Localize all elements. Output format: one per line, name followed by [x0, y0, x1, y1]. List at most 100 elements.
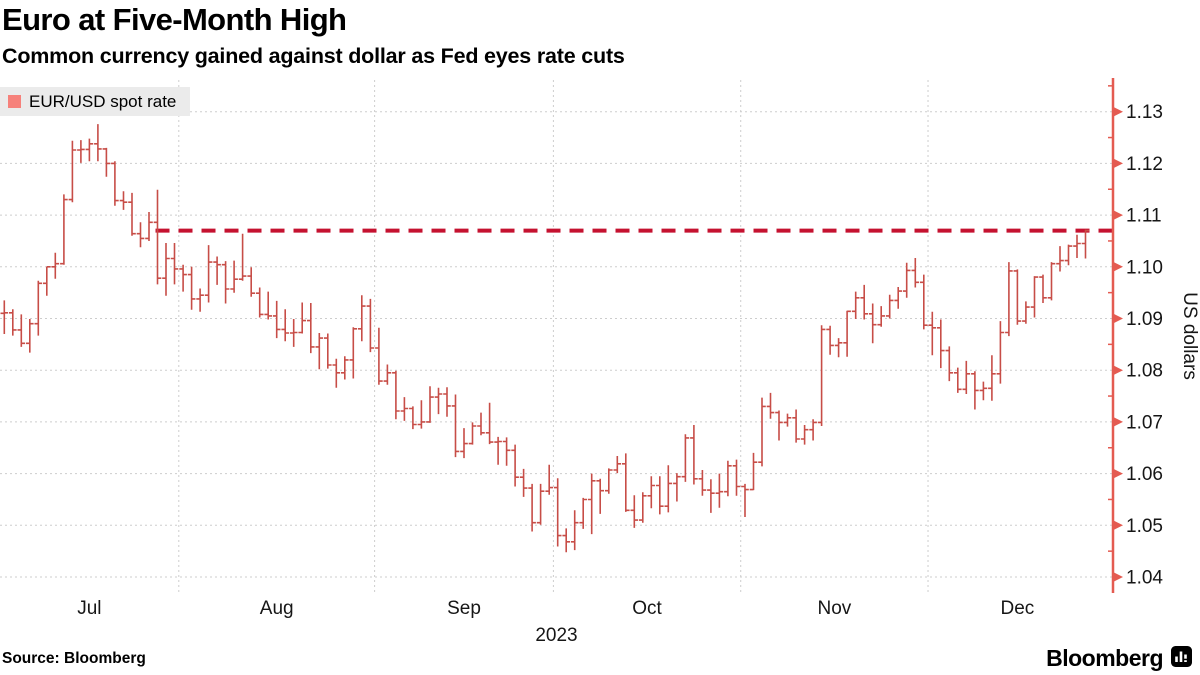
- x-tick-label-dec: Dec: [1001, 598, 1035, 619]
- bloomberg-wordmark: Bloomberg: [1046, 645, 1163, 671]
- major-tick-arrow: [1114, 469, 1123, 479]
- x-tick-label-sep: Sep: [447, 598, 481, 619]
- ohlc-bar: [1073, 234, 1081, 258]
- x-tick-label-aug: Aug: [260, 598, 294, 619]
- ohlc-bar: [213, 256, 221, 285]
- ohlc-bar: [281, 309, 289, 342]
- ohlc-bar: [570, 510, 579, 551]
- ohlc-bar: [920, 274, 928, 330]
- ohlc-bar: [460, 428, 468, 459]
- ohlc-bar: [664, 465, 673, 513]
- ohlc-bar: [272, 300, 281, 339]
- ohlc-bar: [843, 310, 851, 357]
- ohlc-bar: [247, 267, 255, 297]
- ohlc-bar: [724, 460, 732, 497]
- ohlc-bar: [579, 497, 587, 529]
- ohlc-bar: [1022, 301, 1030, 324]
- ohlc-bar: [979, 381, 988, 401]
- ohlc-bar: [9, 309, 17, 336]
- ohlc-bar: [902, 262, 911, 298]
- ohlc-bar: [221, 261, 230, 304]
- y-tick-label: 1.06: [1126, 464, 1163, 485]
- ohlc-bar: [136, 222, 145, 248]
- ohlc-bar: [85, 138, 94, 162]
- ohlc-bar: [749, 452, 758, 491]
- ohlc-bar: [366, 298, 375, 353]
- ohlc-bar: [630, 495, 639, 528]
- ohlc-bar: [409, 406, 417, 430]
- ohlc-bar: [792, 409, 800, 443]
- ohlc-bar: [545, 464, 553, 495]
- ohlc-bar: [341, 356, 349, 380]
- major-tick-arrow: [1114, 314, 1123, 323]
- ohlc-bar: [102, 147, 111, 177]
- ohlc-bar: [971, 371, 979, 410]
- x-tick-label-jul: Jul: [77, 598, 101, 619]
- legend-swatch-icon: [8, 95, 21, 108]
- ohlc-bar: [511, 444, 519, 487]
- ohlc-bar: [775, 410, 783, 441]
- ohlc-bar: [494, 436, 502, 465]
- major-tick-arrow: [1114, 107, 1123, 117]
- ohlc-bar: [809, 419, 817, 441]
- month-gridlines: [178, 80, 929, 593]
- ohlc-bar: [715, 473, 724, 508]
- ohlc-bar: [681, 434, 690, 482]
- ohlc-bar: [204, 245, 213, 303]
- ohlc-bar: [145, 212, 153, 241]
- y-tick-label: 1.12: [1126, 154, 1163, 175]
- bloomberg-brand: Bloomberg: [1046, 645, 1192, 672]
- ohlc-bar: [128, 192, 136, 236]
- major-tick-arrow: [1114, 210, 1123, 220]
- x-axis-labels: Jul Aug Sep Oct Nov Dec 2023: [77, 598, 1034, 646]
- ohlc-bar: [417, 400, 426, 429]
- ohlc-bar: [153, 189, 162, 285]
- source-note: Source: Bloomberg: [2, 650, 146, 667]
- ohlc-bar: [596, 478, 604, 514]
- major-tick-arrow: [1114, 262, 1123, 272]
- ohlc-bar: [528, 483, 536, 532]
- y-tick-label: 1.07: [1126, 412, 1163, 433]
- ohlc-bar: [741, 483, 749, 517]
- ohlc-bar: [485, 402, 494, 445]
- ohlc-bar: [34, 280, 43, 336]
- horizontal-gridlines: [0, 111, 1113, 578]
- ohlc-bar: [613, 456, 622, 474]
- major-tick-arrow: [1114, 520, 1123, 530]
- ohlc-bar: [162, 243, 170, 296]
- major-tick-arrow: [1114, 365, 1123, 375]
- ohlc-bar: [324, 333, 332, 369]
- ohlc-bar: [605, 468, 613, 494]
- ohlc-bar: [766, 392, 775, 419]
- ohlc-bar: [375, 327, 383, 385]
- price-bars: [0, 124, 1090, 553]
- ohlc-bar: [1030, 276, 1039, 318]
- ohlc-bar: [1056, 246, 1064, 272]
- ohlc-bar: [656, 476, 664, 515]
- ohlc-bar: [68, 140, 77, 203]
- ohlc-bar: [358, 295, 366, 342]
- ohlc-bar: [451, 394, 460, 458]
- ohlc-bar: [434, 387, 443, 415]
- bloomberg-logo-icon: [1171, 645, 1192, 672]
- y-tick-label: 1.10: [1126, 257, 1163, 278]
- ohlc-bar: [647, 476, 656, 509]
- ohlc-bar: [1005, 262, 1013, 337]
- ohlc-bar: [877, 306, 885, 327]
- ohlc-bar: [732, 459, 741, 496]
- ohlc-bar: [817, 325, 826, 426]
- y-tick-label: 1.11: [1126, 206, 1162, 227]
- ohlc-bar: [255, 287, 264, 318]
- ohlc-bar: [332, 358, 341, 388]
- ohlc-bar: [851, 291, 860, 319]
- ohlc-bar: [996, 321, 1005, 384]
- ohlc-bar: [1013, 269, 1022, 325]
- ohlc-bar: [758, 397, 766, 467]
- ohlc-bar: [673, 473, 681, 502]
- ohlc-bar: [315, 333, 324, 370]
- ohlc-bar: [400, 397, 409, 421]
- ohlc-bar: [383, 364, 392, 385]
- ohlc-bar: [894, 287, 902, 309]
